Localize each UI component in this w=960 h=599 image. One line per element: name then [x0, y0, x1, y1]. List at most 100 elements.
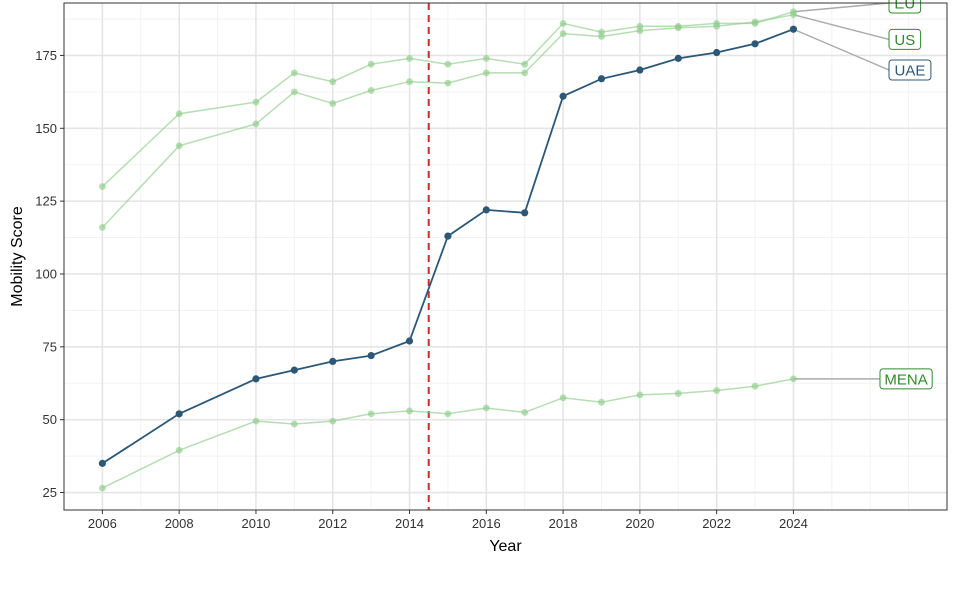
label-connector-uae	[793, 28, 890, 71]
data-point-uae	[252, 375, 260, 383]
data-point-mena	[252, 417, 260, 425]
y-tick-label: 175	[35, 48, 57, 63]
data-point-mena	[406, 407, 413, 415]
x-tick-label: 2020	[625, 516, 654, 531]
data-point-us	[674, 24, 682, 32]
data-point-us	[444, 79, 452, 87]
series-us	[98, 11, 797, 231]
data-point-us	[598, 33, 605, 40]
data-point-mena	[444, 410, 452, 418]
data-point-us	[636, 27, 644, 35]
x-tick-label: 2010	[241, 516, 270, 531]
data-point-uae	[290, 366, 298, 374]
x-axis: 2006 2008 2010 2012 2014 2016 2018 2020 2022 2024	[88, 510, 808, 531]
data-point-mena	[98, 484, 106, 492]
data-point-uae	[559, 92, 567, 100]
y-tick-label: 50	[43, 412, 57, 427]
plot-panel	[64, 3, 947, 510]
data-point-mena	[559, 394, 567, 402]
x-tick-label: 2014	[395, 516, 424, 531]
data-point-us	[751, 18, 759, 26]
data-point-eu	[329, 78, 337, 86]
y-tick-label: 150	[35, 121, 57, 136]
data-point-uae	[789, 25, 798, 33]
data-point-mena	[521, 408, 529, 416]
data-point-mena	[713, 387, 721, 394]
data-point-us	[790, 11, 797, 19]
data-point-us	[482, 69, 490, 77]
data-point-mena	[598, 398, 605, 406]
y-tick-label: 25	[43, 485, 57, 500]
data-point-mena	[482, 404, 490, 412]
data-point-us	[252, 120, 260, 128]
data-point-eu	[482, 54, 490, 62]
series-mena	[98, 375, 797, 492]
data-point-us	[521, 69, 529, 77]
data-point-mena	[636, 391, 644, 399]
data-point-mena	[674, 390, 682, 397]
x-tick-label: 2008	[165, 516, 194, 531]
y-axis: 25 50 75 100 125 150 175	[35, 48, 64, 500]
data-point-uae	[329, 357, 337, 365]
data-point-uae	[98, 459, 106, 467]
end-label-box-uae	[888, 59, 932, 81]
data-point-uae	[636, 66, 644, 74]
data-point-uae	[482, 206, 490, 214]
data-point-eu	[444, 60, 452, 68]
plot-border	[63, 2, 948, 511]
data-point-uae	[444, 232, 452, 240]
data-point-uae	[367, 351, 375, 360]
end-label-box-mena	[879, 368, 933, 390]
y-tick-label: 100	[35, 266, 57, 281]
x-axis-title: Year	[489, 538, 522, 555]
x-tick-label: 2012	[318, 516, 347, 531]
x-tick-label: 2016	[472, 516, 501, 531]
data-point-uae	[713, 48, 721, 57]
label-connector-eu	[793, 2, 890, 13]
label-connectors	[793, 2, 890, 380]
data-point-eu	[367, 60, 375, 68]
label-connector-us	[793, 13, 890, 41]
data-point-eu	[98, 183, 106, 190]
data-point-us	[175, 142, 183, 150]
end-label-mena: MENA	[884, 371, 927, 388]
data-point-mena	[329, 417, 337, 425]
data-point-uae	[597, 75, 606, 83]
series-uae	[98, 25, 798, 467]
data-point-eu	[406, 54, 413, 62]
end-labels: EU US UAE MENA	[879, 0, 933, 390]
end-label-box-us	[888, 28, 922, 50]
data-point-uae	[751, 40, 759, 48]
x-tick-label: 2018	[549, 516, 578, 531]
data-point-uae	[521, 209, 529, 217]
data-point-uae	[175, 410, 183, 418]
data-point-us	[559, 30, 567, 37]
data-point-us	[329, 100, 337, 107]
y-tick-label: 75	[43, 339, 57, 354]
data-point-eu	[252, 98, 260, 106]
data-point-mena	[751, 382, 759, 390]
background-series	[98, 8, 797, 492]
data-point-eu	[559, 19, 567, 27]
data-point-eu	[175, 110, 183, 118]
data-point-us	[367, 87, 375, 94]
grid-minor	[63, 3, 948, 510]
data-point-eu	[521, 60, 529, 68]
highlight-series	[98, 25, 798, 467]
x-tick-label: 2022	[702, 516, 731, 531]
data-point-us	[290, 88, 298, 96]
end-label-eu: EU	[894, 0, 915, 13]
y-tick-label: 125	[35, 194, 57, 209]
data-point-mena	[175, 446, 183, 454]
x-tick-label: 2024	[779, 516, 808, 531]
data-point-eu	[290, 69, 298, 77]
y-axis-title: Mobility Score	[9, 206, 26, 307]
x-tick-label: 2006	[88, 516, 117, 531]
data-point-uae	[405, 337, 414, 345]
data-point-mena	[367, 410, 375, 418]
data-point-mena	[790, 375, 797, 383]
data-point-mena	[290, 420, 298, 428]
end-label-uae: UAE	[895, 63, 926, 80]
end-label-us: US	[894, 32, 915, 49]
